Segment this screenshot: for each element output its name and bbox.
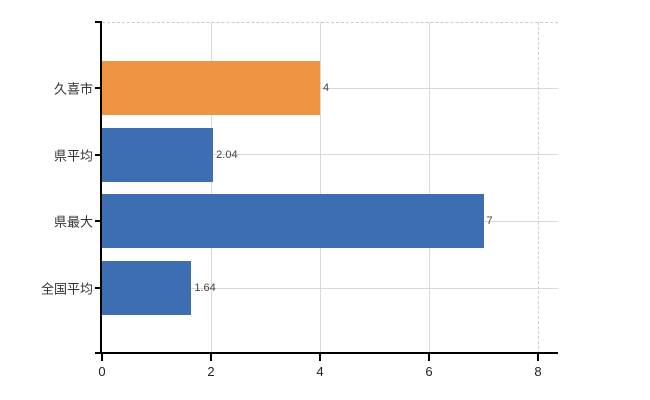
- y-axis: [100, 22, 102, 354]
- x-axis-tick: [319, 354, 321, 361]
- x-axis-tick: [537, 354, 539, 361]
- gridline-vertical: [319, 22, 321, 354]
- bar-value-label: 1.64: [194, 282, 216, 295]
- y-axis-top-cap-tick: [95, 21, 102, 23]
- x-axis: [95, 352, 558, 354]
- gridline-vertical: [428, 22, 430, 354]
- category-label: 全国平均: [40, 281, 93, 297]
- x-axis-tick: [210, 354, 212, 361]
- x-tick-label: 4: [316, 364, 324, 379]
- x-tick-label: 2: [207, 364, 215, 379]
- y-axis-tick: [95, 220, 102, 223]
- bar: [102, 61, 320, 115]
- x-tick-label: 6: [425, 364, 433, 379]
- gridline-horizontal: [102, 87, 558, 89]
- bar-value-label: 2.04: [216, 148, 238, 161]
- category-label: 県平均: [53, 148, 93, 164]
- gridline-horizontal: [102, 154, 558, 156]
- bar: [102, 261, 192, 316]
- gridline-horizontal: [102, 287, 558, 289]
- x-tick-label: 8: [534, 364, 542, 379]
- gridline-vertical: [537, 22, 539, 354]
- x-axis-tick: [428, 354, 430, 361]
- bar-value-label: 7: [486, 215, 493, 228]
- x-tick-label: 0: [98, 364, 106, 379]
- plot-top-border: [102, 22, 558, 23]
- bar-value-label: 4: [323, 82, 330, 94]
- category-label: 県最大: [53, 214, 93, 230]
- x-axis-tick: [101, 354, 103, 361]
- bar: [102, 127, 214, 182]
- y-axis-tick: [95, 87, 102, 89]
- category-label: 久喜市: [53, 81, 93, 97]
- y-axis-tick: [95, 153, 102, 156]
- bar: [102, 194, 484, 249]
- gridline-vertical: [210, 22, 212, 354]
- y-axis-tick: [95, 287, 102, 290]
